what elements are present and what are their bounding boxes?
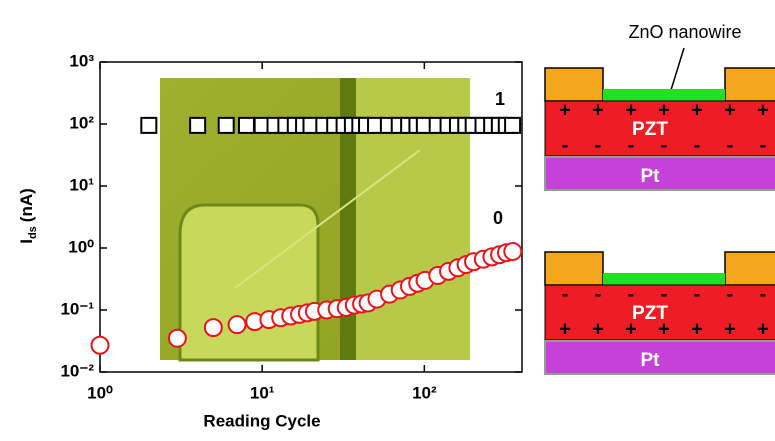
- y-tick-label: 10⁻²: [60, 361, 94, 380]
- electrode: [545, 68, 603, 101]
- charge: -: [595, 283, 602, 305]
- x-tick-label: 10¹: [250, 383, 275, 402]
- square-point: [141, 118, 156, 133]
- circle-point: [229, 316, 246, 333]
- electrode: [545, 252, 603, 285]
- y-axis-label-text: Ids(nA): [17, 188, 38, 244]
- charge: +: [625, 318, 637, 340]
- charge: +: [592, 318, 604, 340]
- charge: +: [691, 318, 703, 340]
- square-point: [239, 118, 254, 133]
- charge: -: [628, 283, 635, 305]
- y-tick-label: 10¹: [69, 175, 94, 194]
- charge: +: [592, 99, 604, 121]
- charge: -: [694, 134, 701, 156]
- square-point: [219, 118, 234, 133]
- charge: -: [760, 283, 767, 305]
- x-tick-label: 10²: [412, 383, 437, 402]
- y-axis-label: Ids(nA): [17, 188, 38, 244]
- y-tick-label: 10⁰: [68, 237, 94, 256]
- charge: -: [562, 134, 569, 156]
- y-tick-label: 10³: [69, 51, 94, 70]
- square-point: [505, 118, 520, 133]
- charge: -: [562, 283, 569, 305]
- x-axis-label: Reading Cycle: [203, 411, 320, 430]
- circle-point: [205, 319, 222, 336]
- electrode: [725, 68, 775, 101]
- charge: +: [625, 99, 637, 121]
- charge: -: [595, 134, 602, 156]
- square-point: [190, 118, 205, 133]
- charge: -: [628, 134, 635, 156]
- charge: +: [559, 318, 571, 340]
- charge: -: [760, 134, 767, 156]
- charge: -: [727, 134, 734, 156]
- electrode: [725, 252, 775, 285]
- y-tick-label: 10⁻¹: [60, 299, 94, 318]
- y-unit: (nA): [17, 188, 36, 222]
- figure: Reading Cycle Ids(nA) ZnO nanowire 10⁰10…: [0, 0, 775, 441]
- charge: +: [658, 318, 670, 340]
- charge: +: [691, 99, 703, 121]
- y-tick-label: 10²: [69, 113, 94, 132]
- y-subscript: ds: [27, 226, 39, 239]
- x-tick-label: 10⁰: [87, 383, 113, 402]
- charge: -: [694, 283, 701, 305]
- nanowire-label: ZnO nanowire: [628, 22, 741, 42]
- pt-layer: [545, 341, 775, 374]
- annotation: 0: [493, 208, 503, 228]
- charge: -: [727, 283, 734, 305]
- nanowire-pointer: [671, 48, 684, 90]
- circle-point: [169, 330, 186, 347]
- charge: -: [661, 134, 668, 156]
- charge: +: [757, 99, 769, 121]
- layer-label: Pt: [641, 350, 661, 371]
- charge: +: [559, 99, 571, 121]
- circle-point: [92, 337, 109, 354]
- annotation: 1: [495, 89, 505, 109]
- pt-layer: [545, 157, 775, 190]
- layer-label: Pt: [641, 166, 661, 187]
- charge: +: [658, 99, 670, 121]
- charge: +: [724, 318, 736, 340]
- charge: +: [757, 318, 769, 340]
- charge: -: [661, 283, 668, 305]
- circle-point: [504, 243, 521, 260]
- charge: +: [724, 99, 736, 121]
